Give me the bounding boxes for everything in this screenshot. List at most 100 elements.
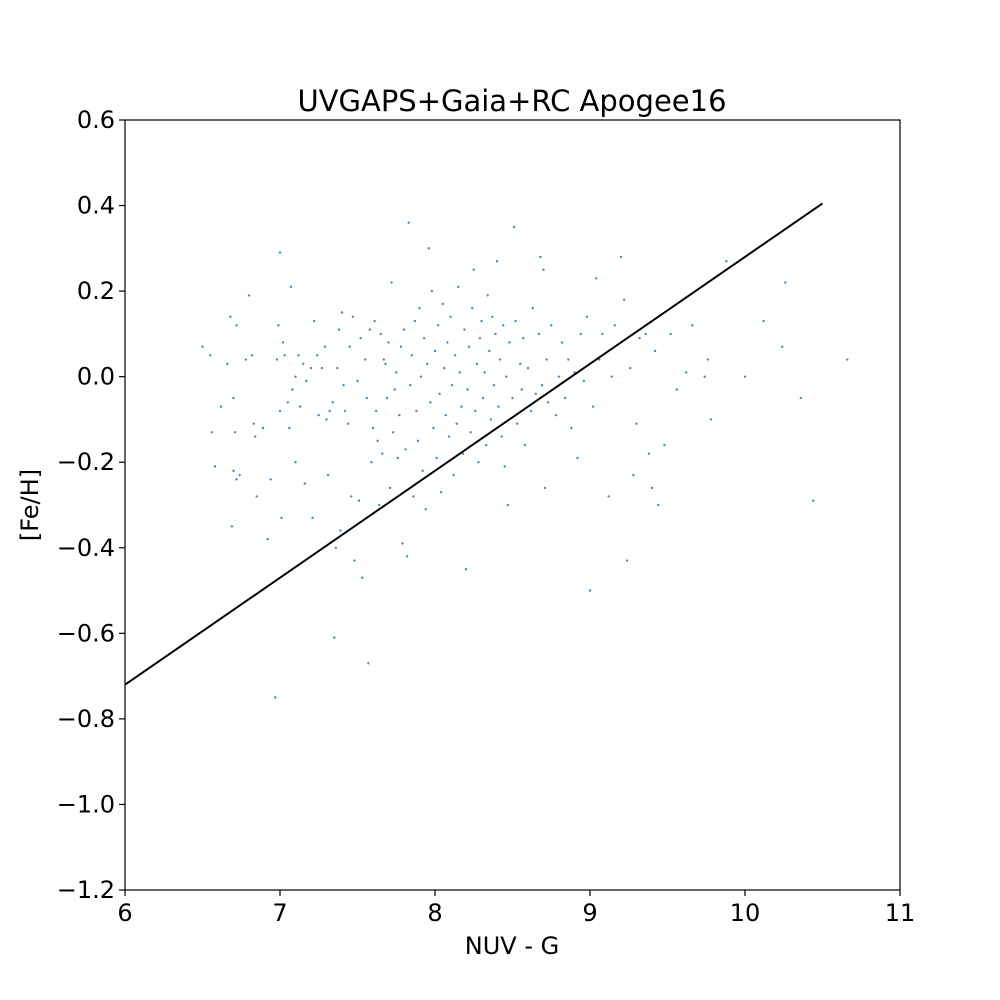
y-tick-label: −1.0 bbox=[57, 790, 115, 818]
data-point bbox=[812, 499, 815, 502]
data-point bbox=[235, 324, 238, 327]
data-point bbox=[458, 371, 461, 374]
x-tick-label: 6 bbox=[117, 899, 132, 927]
data-point bbox=[371, 426, 375, 430]
data-point bbox=[514, 319, 517, 323]
data-point bbox=[546, 401, 550, 404]
y-tick-label: −0.8 bbox=[57, 705, 115, 733]
data-point bbox=[385, 396, 389, 400]
data-point bbox=[381, 452, 384, 455]
data-point bbox=[657, 503, 660, 507]
data-point bbox=[632, 473, 635, 477]
y-axis-ticks: −1.2 −1.0 −0.8 −0.6 −0.4 −0.2 0.0 0.2 0.4 0.6 bbox=[57, 106, 125, 904]
data-point bbox=[274, 696, 277, 699]
data-point bbox=[289, 285, 293, 289]
data-point bbox=[281, 341, 285, 344]
fit-line-layer bbox=[124, 202, 824, 686]
data-point bbox=[294, 375, 297, 378]
data-point bbox=[585, 315, 589, 318]
data-point bbox=[472, 268, 475, 271]
scatter-points bbox=[201, 221, 849, 699]
data-point bbox=[449, 315, 452, 318]
data-point bbox=[650, 486, 654, 490]
data-point bbox=[706, 358, 709, 361]
data-point bbox=[419, 375, 423, 378]
data-point bbox=[626, 559, 629, 562]
data-point bbox=[323, 345, 327, 348]
data-point bbox=[512, 225, 516, 229]
data-point bbox=[238, 473, 241, 477]
data-point bbox=[675, 388, 678, 391]
data-point bbox=[453, 354, 457, 357]
data-point bbox=[570, 426, 573, 430]
data-point bbox=[337, 328, 341, 331]
data-point bbox=[209, 354, 212, 357]
data-point bbox=[526, 366, 530, 370]
data-point bbox=[579, 332, 582, 336]
data-point bbox=[339, 529, 342, 532]
data-point bbox=[438, 392, 441, 395]
data-point bbox=[379, 332, 382, 336]
y-tick-label: −0.2 bbox=[57, 448, 115, 476]
data-point bbox=[232, 396, 235, 400]
y-tick-label: 0.2 bbox=[77, 277, 115, 305]
data-point bbox=[398, 413, 401, 417]
data-point bbox=[229, 315, 232, 318]
plot-frame bbox=[124, 119, 901, 891]
data-point bbox=[347, 422, 350, 425]
data-point bbox=[492, 384, 496, 387]
data-point bbox=[505, 375, 508, 378]
data-point bbox=[359, 336, 362, 340]
data-point bbox=[311, 516, 314, 520]
data-point bbox=[367, 662, 370, 665]
data-point bbox=[320, 366, 324, 370]
data-point bbox=[210, 431, 213, 434]
data-point bbox=[360, 576, 364, 579]
data-point bbox=[691, 324, 694, 327]
data-point bbox=[351, 315, 355, 318]
data-point bbox=[294, 461, 297, 464]
data-point bbox=[483, 371, 486, 374]
x-tick-label: 11 bbox=[885, 899, 916, 927]
data-point bbox=[523, 443, 527, 447]
data-point bbox=[474, 409, 477, 413]
data-point bbox=[488, 349, 491, 353]
data-point bbox=[432, 426, 435, 430]
data-point bbox=[424, 508, 427, 511]
data-point bbox=[467, 345, 471, 348]
data-point bbox=[503, 465, 506, 468]
data-point bbox=[393, 388, 396, 391]
data-point bbox=[230, 525, 234, 528]
data-point bbox=[370, 461, 373, 464]
data-point bbox=[601, 332, 604, 336]
data-point bbox=[554, 413, 558, 417]
data-point bbox=[334, 546, 337, 549]
data-point bbox=[635, 422, 638, 425]
data-point bbox=[333, 636, 336, 639]
data-point bbox=[280, 516, 283, 520]
y-tick-label: −0.6 bbox=[57, 619, 115, 647]
data-point bbox=[391, 431, 395, 434]
data-point bbox=[291, 388, 294, 391]
data-point bbox=[298, 405, 302, 408]
data-point bbox=[846, 358, 849, 361]
data-point bbox=[316, 354, 319, 357]
y-tick-label: 0.4 bbox=[77, 192, 115, 220]
x-axis-title: NUV - G bbox=[465, 932, 559, 960]
data-point bbox=[684, 371, 688, 374]
data-point bbox=[413, 319, 417, 323]
data-point bbox=[494, 332, 497, 336]
data-point bbox=[560, 341, 564, 344]
data-point bbox=[342, 384, 345, 387]
data-point bbox=[725, 259, 728, 263]
data-point bbox=[429, 401, 432, 404]
data-point bbox=[219, 405, 223, 408]
data-point bbox=[343, 409, 347, 413]
data-point bbox=[529, 409, 533, 413]
data-point bbox=[799, 396, 802, 400]
data-point bbox=[331, 401, 334, 404]
data-point bbox=[475, 362, 479, 366]
data-point bbox=[410, 354, 413, 357]
data-point bbox=[466, 388, 469, 391]
